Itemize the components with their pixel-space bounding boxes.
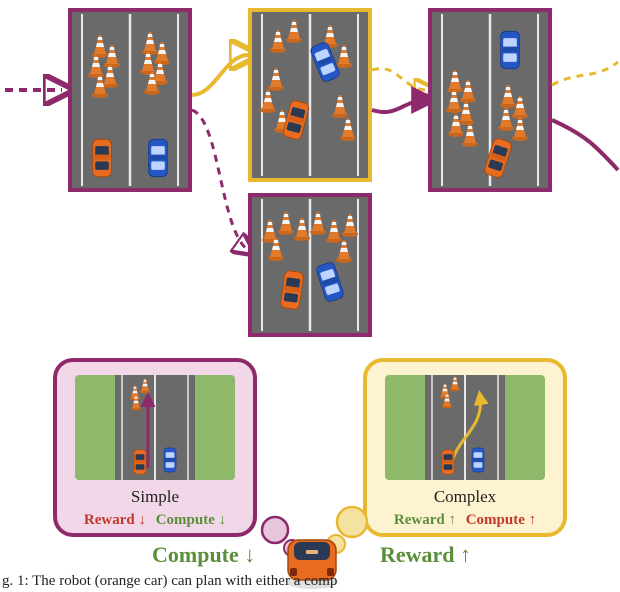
panel-top-2a <box>250 10 370 180</box>
panel-top-3 <box>430 10 550 190</box>
bottom-compute-label: Compute ↓ <box>152 542 255 567</box>
card-complex-reward: Reward ↑ <box>394 512 456 528</box>
figure-caption: g. 1: The robot (orange car) can plan wi… <box>2 573 337 590</box>
card-simple-label: Simple <box>131 487 179 506</box>
svg-text:Reward ↑ Compute ↑: Reward ↑ Compute ↑ <box>394 512 536 528</box>
panel-top-1 <box>70 10 190 190</box>
arrow-p1-to-p2b <box>192 110 248 250</box>
card-complex-compute: Compute ↑ <box>466 512 536 528</box>
bottom-reward-label: Reward ↑ <box>380 542 471 567</box>
svg-text:Reward ↓ Compute ↓: Reward ↓ Compute ↓ <box>84 512 226 528</box>
arrow-p2a-to-p3-purple <box>372 100 428 112</box>
card-complex-label: Complex <box>434 487 497 506</box>
arrow-p2a-to-p3-yellow <box>372 69 428 90</box>
arrow-p1-to-p2a <box>192 55 248 95</box>
card-simple-compute: Compute ↓ <box>156 512 226 528</box>
arrow-out-yellow <box>552 62 618 85</box>
card-simple-reward: Reward ↓ <box>84 512 146 528</box>
figure-svg: Simple Reward ↓ Compute ↓ Complex Reward <box>0 0 620 592</box>
arrow-out-purple <box>552 120 618 170</box>
card-complex: Complex Reward ↑ Compute ↑ <box>365 360 565 535</box>
card-simple: Simple Reward ↓ Compute ↓ <box>55 360 255 535</box>
panel-top-2b <box>250 195 370 335</box>
